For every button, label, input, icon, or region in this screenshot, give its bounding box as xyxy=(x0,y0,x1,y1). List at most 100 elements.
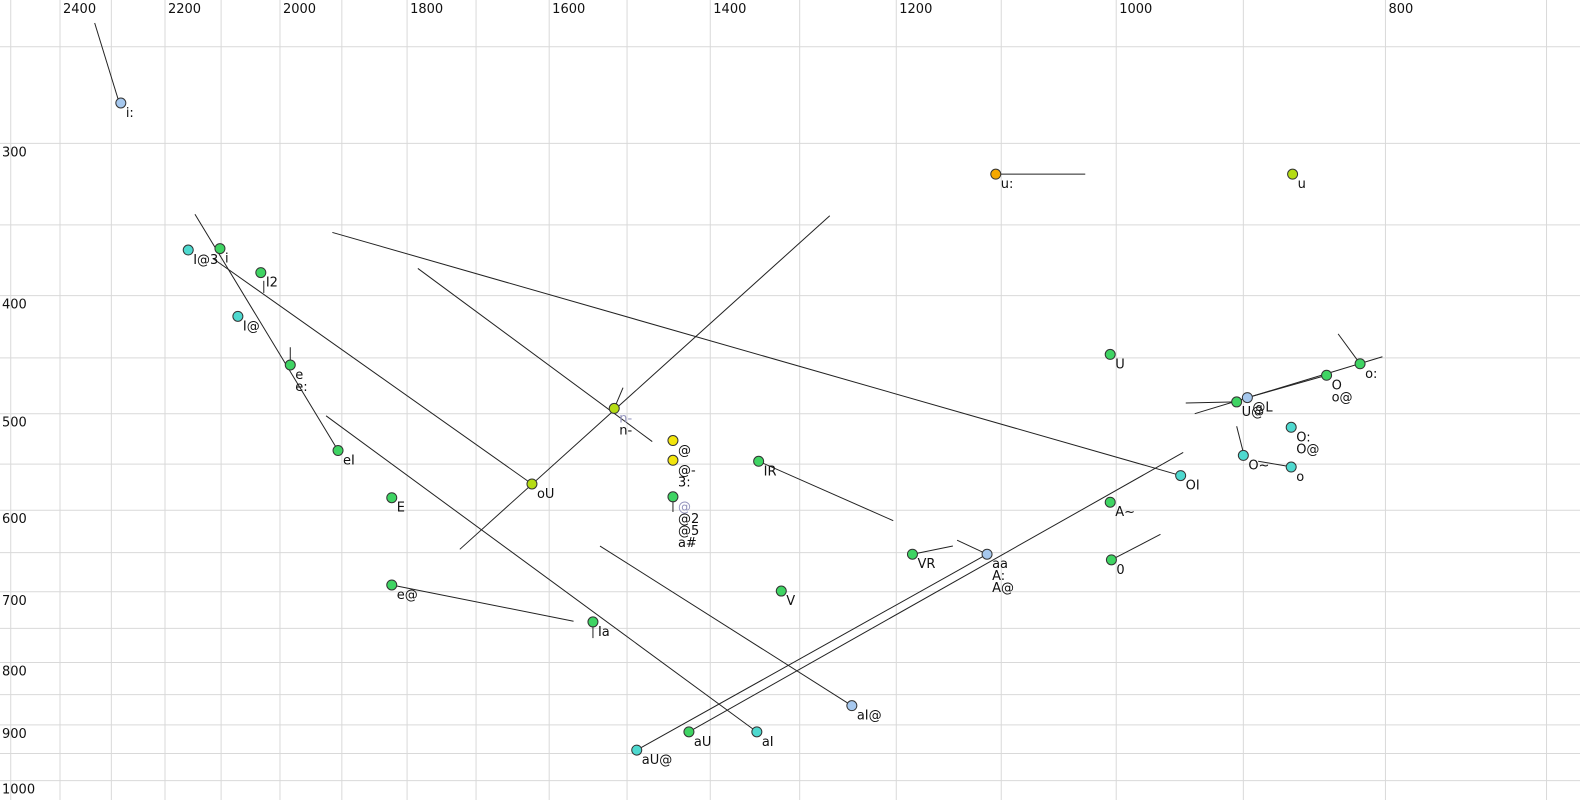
data-point-label: @- xyxy=(678,463,696,478)
data-point-label: 3: xyxy=(678,475,691,490)
data-points: i:I@3 iI2I@ee:eIEe@oUn-n-@@-3:@@2@5a#IRVI… xyxy=(115,97,1377,768)
data-point-label: I@ xyxy=(243,319,260,334)
data-point-marker[interactable] xyxy=(906,548,918,560)
data-point-label: aU@ xyxy=(642,753,672,768)
data-point-marker[interactable] xyxy=(683,726,695,738)
data-point-label: U xyxy=(1115,357,1125,372)
data-point-marker[interactable] xyxy=(846,700,858,712)
data-point-label: @ xyxy=(678,444,691,459)
data-point-marker[interactable] xyxy=(587,616,599,628)
data-point-label: @5 xyxy=(678,524,699,539)
trajectory-line xyxy=(459,215,831,550)
trajectory-line xyxy=(636,553,988,751)
trajectory-line xyxy=(1236,426,1244,453)
vowel-token-n-: n-n- xyxy=(608,402,632,438)
vowel-token-I@: I@ xyxy=(232,310,260,334)
trajectory-line xyxy=(912,545,953,555)
vowel-token-OI: OI xyxy=(1175,470,1200,494)
trajectory-line xyxy=(1111,533,1161,561)
data-point-marker[interactable] xyxy=(667,454,679,466)
data-point-marker[interactable] xyxy=(182,244,194,256)
vowel-token-IR: IR xyxy=(753,455,777,479)
data-point-marker[interactable] xyxy=(255,267,267,279)
data-point-marker[interactable] xyxy=(1285,461,1297,473)
data-point-label: i xyxy=(225,252,229,267)
data-point-label: E xyxy=(397,501,405,516)
data-point-label: aU xyxy=(694,735,711,750)
data-point-marker[interactable] xyxy=(284,359,296,371)
data-point-marker[interactable] xyxy=(332,445,344,457)
data-point-marker[interactable] xyxy=(526,478,538,490)
x-axis-tick-label: 1800 xyxy=(410,2,443,17)
data-point-marker[interactable] xyxy=(990,168,1002,180)
axis-tick-labels: 2400 2200 2000 1800 1600 1400 1200 1000 800 300 40… xyxy=(2,2,1413,798)
vowel-token-O:: O:O@ xyxy=(1285,421,1319,457)
vowel-token-u:: u: xyxy=(990,168,1014,192)
data-point-label: aa xyxy=(992,557,1008,572)
data-point-marker[interactable] xyxy=(1175,470,1187,482)
data-point-marker[interactable] xyxy=(1287,168,1299,180)
vowel-token-E: E xyxy=(386,492,405,516)
data-point-marker[interactable] xyxy=(1104,496,1116,508)
trajectory-line xyxy=(1185,401,1237,404)
y-axis-tick-label: 400 xyxy=(2,298,27,313)
x-axis-tick-label: 1000 xyxy=(1119,2,1152,17)
vowel-token-U: U xyxy=(1104,348,1125,372)
data-point-marker[interactable] xyxy=(1321,369,1333,381)
trajectory-line xyxy=(956,539,988,555)
data-point-label: e@ xyxy=(397,588,418,603)
data-point-marker[interactable] xyxy=(386,492,398,504)
data-point-label: @ xyxy=(678,500,691,515)
data-point-marker[interactable] xyxy=(775,585,787,597)
vowel-token-Ia: Ia xyxy=(587,616,610,640)
y-axis-tick-label: 1000 xyxy=(2,783,35,798)
data-point-marker[interactable] xyxy=(1285,421,1297,433)
y-axis-tick-label: 700 xyxy=(2,594,27,609)
data-point-marker[interactable] xyxy=(981,548,993,560)
data-point-marker[interactable] xyxy=(1104,348,1116,360)
data-point-marker[interactable] xyxy=(386,579,398,591)
trajectory-line xyxy=(212,258,533,485)
data-point-label: u: xyxy=(1001,177,1014,192)
data-point-label: i: xyxy=(126,106,134,121)
data-point-marker[interactable] xyxy=(751,726,763,738)
data-point-label: n- xyxy=(619,423,632,438)
data-point-marker[interactable] xyxy=(1105,554,1117,566)
data-point-marker[interactable] xyxy=(232,310,244,322)
data-point-marker[interactable] xyxy=(631,744,643,756)
trajectory-line xyxy=(688,452,1184,733)
data-point-marker[interactable] xyxy=(214,243,226,255)
data-point-label: V xyxy=(786,594,795,609)
y-axis-tick-label: 600 xyxy=(2,512,27,527)
vowel-token-aU@: aU@ xyxy=(631,744,672,768)
data-point-marker[interactable] xyxy=(1354,358,1366,370)
data-point-marker[interactable] xyxy=(115,97,127,109)
data-point-marker[interactable] xyxy=(1241,392,1253,404)
data-point-marker[interactable] xyxy=(667,491,679,503)
data-point-label: U@ xyxy=(1242,405,1265,420)
data-point-label: A: xyxy=(992,569,1005,584)
vowel-token-O~: O~ xyxy=(1237,449,1269,473)
data-point-marker[interactable] xyxy=(608,402,620,414)
data-point-marker[interactable] xyxy=(1231,396,1243,408)
data-point-label: e: xyxy=(295,380,307,395)
data-point-label: O@ xyxy=(1296,442,1319,457)
data-point-marker[interactable] xyxy=(753,455,765,467)
data-point-label: o@ xyxy=(1332,390,1353,405)
vowel-token-0: 0 xyxy=(1105,554,1125,578)
x-axis-tick-label: 1600 xyxy=(552,2,585,17)
data-point-marker[interactable] xyxy=(667,435,679,447)
x-axis-tick-label: 2000 xyxy=(283,2,316,17)
trajectory-line xyxy=(1247,374,1327,399)
data-point-label: n- xyxy=(619,411,632,426)
trajectory-line xyxy=(391,584,574,622)
data-point-label: a# xyxy=(678,536,697,551)
data-point-label: o xyxy=(1296,470,1304,485)
vowel-token-@-: @-3: xyxy=(667,454,696,490)
vowel-token-e: ee: xyxy=(284,359,308,395)
vowel-token-U@: U@ xyxy=(1231,396,1265,420)
data-point-marker[interactable] xyxy=(1237,449,1249,461)
vowel-token-aU: aU xyxy=(683,726,711,750)
x-axis-tick-label: 2400 xyxy=(63,2,96,17)
